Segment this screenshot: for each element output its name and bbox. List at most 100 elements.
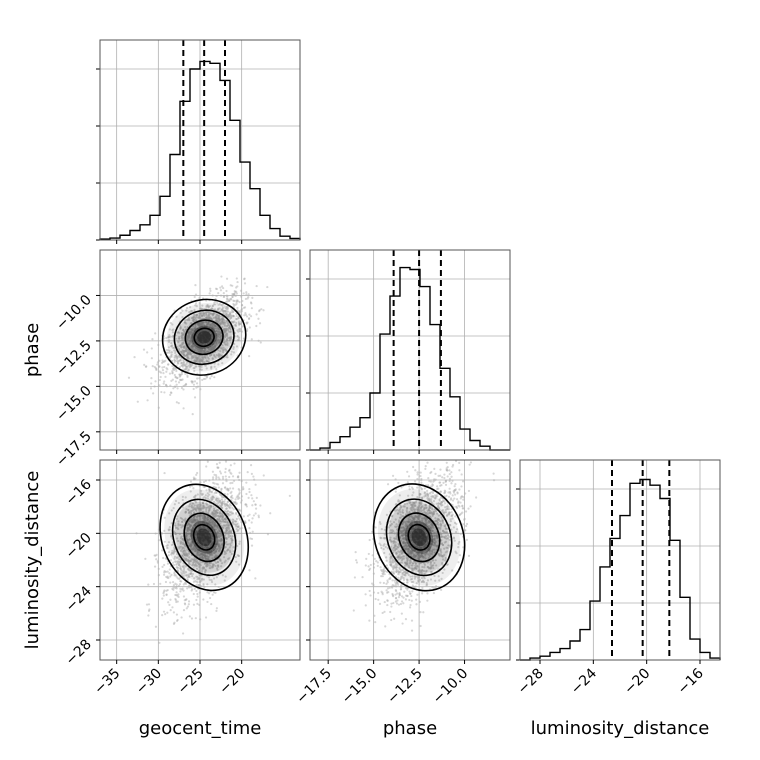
- scatter-point: [443, 473, 446, 476]
- scatter-point: [221, 543, 224, 546]
- scatter-point: [459, 501, 462, 504]
- scatter-point: [408, 606, 412, 609]
- scatter-point: [214, 561, 218, 564]
- scatter-point: [195, 346, 198, 349]
- scatter-point: [205, 339, 208, 342]
- scatter-point: [194, 284, 197, 287]
- scatter-point: [220, 285, 224, 288]
- scatter-point: [240, 495, 244, 498]
- scatter-point: [226, 509, 230, 513]
- scatter-point: [248, 490, 251, 494]
- scatter-point: [416, 486, 419, 489]
- scatter-point: [249, 315, 253, 318]
- scatter-point: [226, 342, 229, 345]
- scatter-point: [355, 561, 359, 564]
- scatter-point: [221, 350, 225, 354]
- scatter-point: [194, 617, 197, 620]
- scatter-point: [390, 618, 393, 622]
- scatter-point: [211, 557, 214, 560]
- scatter-point: [197, 346, 200, 349]
- scatter-point: [173, 358, 176, 362]
- scatter-point: [191, 343, 195, 346]
- scatter-point: [202, 312, 206, 316]
- scatter-point: [404, 618, 408, 621]
- scatter-point: [161, 614, 164, 617]
- scatter-point: [150, 377, 153, 380]
- scatter-point: [230, 350, 233, 353]
- scatter-point: [173, 373, 176, 377]
- scatter-point: [187, 600, 191, 603]
- scatter-point: [205, 465, 208, 468]
- scatter-point: [210, 349, 213, 352]
- scatter-point: [200, 542, 204, 545]
- scatter-point: [229, 471, 232, 474]
- scatter-point: [188, 485, 192, 488]
- scatter-point: [444, 483, 448, 486]
- scatter-point: [218, 330, 221, 334]
- scatter-point: [186, 365, 189, 368]
- scatter-point: [244, 297, 247, 301]
- scatter-point: [235, 312, 238, 315]
- scatter-point: [149, 387, 153, 390]
- scatter-point: [224, 467, 227, 470]
- scatter-point: [223, 319, 226, 322]
- scatter-point: [192, 355, 195, 358]
- scatter-point: [175, 315, 178, 318]
- scatter-point: [178, 547, 181, 550]
- scatter-point: [236, 306, 239, 310]
- scatter-point: [216, 483, 220, 486]
- scatter-point: [199, 334, 202, 337]
- scatter-point: [151, 364, 154, 368]
- scatter-point: [171, 587, 174, 590]
- scatter-point: [206, 600, 209, 604]
- scatter-point: [201, 341, 205, 345]
- scatter-point: [211, 313, 215, 316]
- scatter-point: [208, 377, 212, 380]
- scatter-point: [223, 500, 226, 503]
- scatter-point: [386, 579, 389, 582]
- scatter-point: [369, 563, 372, 567]
- scatter-point: [214, 591, 217, 594]
- scatter-point: [228, 468, 231, 471]
- scatter-point: [198, 296, 201, 300]
- scatter-point: [189, 353, 192, 356]
- scatter-point: [191, 572, 194, 576]
- scatter-point: [219, 532, 222, 536]
- scatter-point: [147, 614, 150, 617]
- scatter-point: [250, 444, 252, 446]
- scatter-point: [209, 312, 213, 315]
- scatter-point: [226, 335, 229, 338]
- scatter-point: [213, 549, 216, 552]
- scatter-point: [174, 376, 177, 379]
- scatter-point: [450, 482, 453, 485]
- scatter-point: [210, 334, 213, 337]
- scatter-point: [368, 619, 371, 622]
- scatter-point: [210, 375, 213, 378]
- scatter-point: [434, 472, 437, 475]
- scatter-point: [199, 341, 203, 344]
- scatter-point: [162, 591, 165, 595]
- scatter-point: [364, 593, 367, 596]
- scatter-point: [170, 391, 173, 395]
- scatter-point: [173, 549, 176, 552]
- scatter-point: [154, 625, 158, 628]
- scatter-point: [436, 485, 439, 488]
- scatter-point: [155, 558, 158, 561]
- scatter-point: [205, 489, 208, 492]
- scatter-point: [395, 589, 398, 593]
- scatter-point: [192, 506, 195, 509]
- scatter-point: [240, 320, 243, 323]
- scatter-point: [410, 486, 414, 489]
- scatter-point: [206, 310, 209, 313]
- scatter-point: [227, 313, 230, 316]
- scatter-point: [185, 357, 189, 360]
- scatter-point: [168, 603, 171, 606]
- scatter-point: [228, 325, 231, 328]
- scatter-point: [169, 575, 172, 578]
- scatter-point: [167, 601, 170, 604]
- scatter-point: [231, 535, 234, 538]
- scatter-point: [229, 534, 232, 538]
- scatter-point: [172, 563, 176, 567]
- scatter-point: [162, 556, 165, 560]
- scatter-point: [214, 303, 217, 306]
